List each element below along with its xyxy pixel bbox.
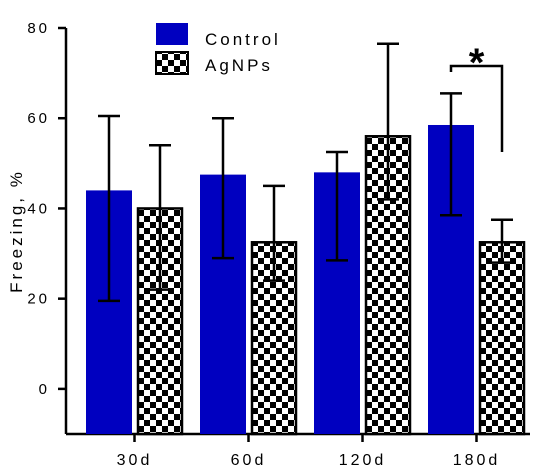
y-tick-label: 40 — [27, 200, 50, 217]
bars — [86, 124, 526, 436]
significance-bracket: * — [449, 41, 504, 152]
bar-agnps-120d — [364, 135, 412, 436]
x-tick-label-180d: 180d — [453, 452, 501, 469]
significance-line — [449, 64, 504, 152]
y-tick-label: 0 — [39, 381, 50, 398]
legend-swatch-control — [156, 23, 188, 45]
x-tick-label-120d: 120d — [339, 452, 387, 469]
x-tick-label-60d: 60d — [231, 452, 267, 469]
y-tick-label: 60 — [27, 110, 50, 127]
bar-agnps-180d — [478, 241, 526, 436]
x-tick-label-30d: 30d — [117, 452, 153, 469]
legend-label-control: Control — [205, 30, 281, 49]
legend: Control AgNPs — [155, 23, 281, 75]
bar-agnps-60d — [250, 241, 298, 436]
x-tick-labels: 30d 60d 120d 180d — [117, 434, 501, 469]
legend-swatch-agnps — [155, 51, 189, 75]
y-tick-label: 20 — [27, 291, 50, 308]
y-ticks: 0 20 40 60 80 — [27, 20, 66, 398]
y-axis-label: Freezing, % — [7, 169, 26, 293]
legend-label-agnps: AgNPs — [205, 56, 273, 75]
significance-asterisk: * — [469, 41, 485, 85]
y-tick-label: 80 — [27, 20, 50, 37]
error-bars — [98, 42, 513, 303]
